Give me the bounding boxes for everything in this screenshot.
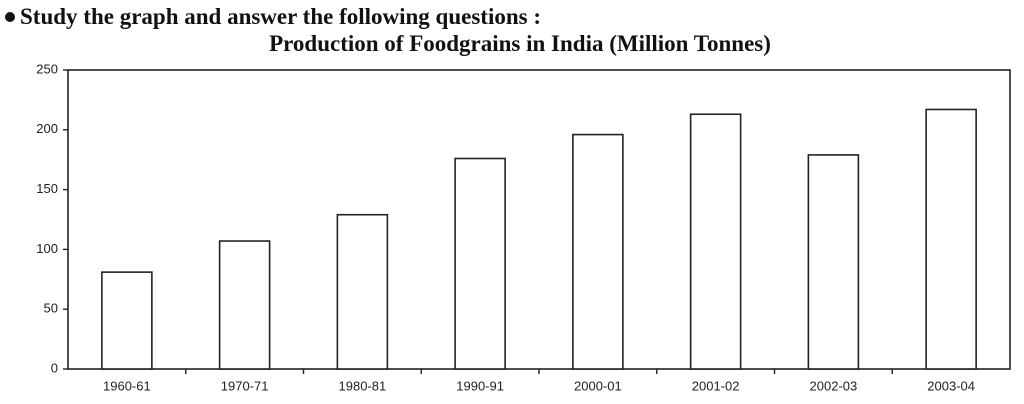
x-tick-label: 1980-81: [339, 378, 387, 393]
plot-frame: [67, 69, 1011, 370]
bar: [572, 133, 624, 370]
y-tick-label: 200: [36, 121, 58, 136]
bar: [454, 157, 506, 370]
bar: [689, 113, 742, 370]
y-tick-label: 150: [36, 181, 58, 196]
x-tick-label: 2003-04: [927, 378, 975, 393]
y-tick-label: 100: [36, 241, 58, 256]
bar: [336, 213, 389, 370]
bar: [925, 108, 977, 370]
x-tick-label: 1970-71: [221, 378, 269, 393]
y-tick-label: 250: [36, 61, 58, 76]
x-tick-label: 2000-01: [574, 378, 622, 393]
y-tick-label: 0: [51, 360, 58, 375]
bar: [807, 154, 860, 370]
bar: [218, 240, 271, 370]
x-tick-label: 1990-91: [456, 378, 504, 393]
x-tick-label: 2002-03: [810, 378, 858, 393]
x-tick-label: 1960-61: [103, 378, 151, 393]
chart-title: Production of Foodgrains in India (Milli…: [269, 31, 771, 56]
bar: [101, 271, 153, 370]
instruction: Study the graph and answer the following…: [20, 4, 541, 29]
bullet: [5, 12, 15, 22]
x-tick-label: 2001-02: [692, 378, 740, 393]
y-tick-label: 50: [44, 301, 58, 316]
